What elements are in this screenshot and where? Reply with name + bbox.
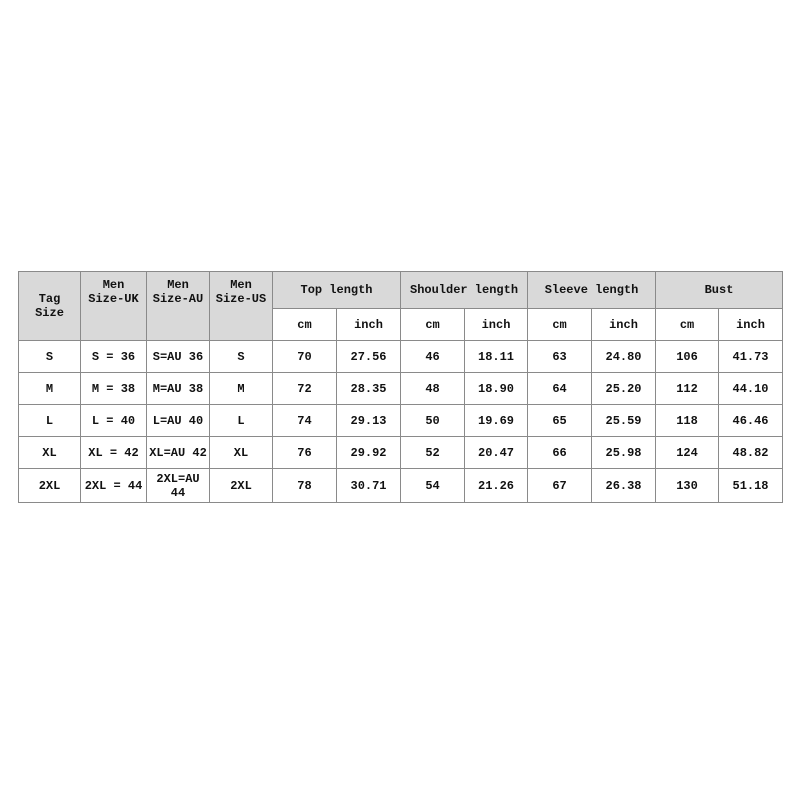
data-cell: 66 (527, 436, 593, 469)
data-cell: 67 (527, 468, 593, 503)
data-cell: XL=AU 42 (146, 436, 210, 469)
data-cell: 21.26 (464, 468, 529, 503)
data-cell: 65 (527, 404, 593, 437)
data-cell: 30.71 (335, 468, 402, 503)
data-cell: 48 (400, 372, 466, 405)
data-cell: 26.38 (591, 468, 657, 503)
data-cell: L (18, 404, 81, 437)
group-header: Bust (655, 271, 784, 309)
data-cell: M=AU 38 (146, 372, 210, 405)
unit-header: inch (335, 308, 402, 341)
data-cell: 52 (400, 436, 466, 469)
data-cell: XL (18, 436, 81, 469)
header-cell: Tag Size (18, 271, 81, 341)
data-cell: 76 (272, 436, 337, 469)
unit-header: cm (400, 308, 466, 341)
unit-header: inch (591, 308, 657, 341)
data-cell: XL (209, 436, 273, 469)
data-cell: 112 (655, 372, 720, 405)
data-cell: 64 (527, 372, 593, 405)
data-cell: 118 (655, 404, 720, 437)
data-cell: 2XL (209, 468, 273, 503)
data-cell: 130 (655, 468, 720, 503)
data-cell: 41.73 (718, 340, 784, 373)
data-cell: 20.47 (464, 436, 529, 469)
unit-header: cm (655, 308, 720, 341)
data-cell: 46 (400, 340, 466, 373)
data-row: 2XL 2XL = 44 2XL=AU 44 2XL 78 30.71 54 21.26 67 2… (18, 468, 784, 503)
data-cell: 78 (272, 468, 337, 503)
data-cell: 25.98 (591, 436, 657, 469)
data-cell: 27.56 (335, 340, 402, 373)
data-cell: L = 40 (80, 404, 147, 437)
data-cell: 2XL=AU 44 (146, 468, 210, 503)
data-cell: M (209, 372, 273, 405)
header-row: Tag Size Men Size-UK Men Size-AU Men Size-U… (18, 271, 784, 341)
data-cell: 51.18 (718, 468, 784, 503)
data-cell: 106 (655, 340, 720, 373)
header-cell: Men Size-UK (80, 271, 147, 341)
data-cell: XL = 42 (80, 436, 147, 469)
data-cell: 18.90 (464, 372, 529, 405)
data-cell: 2XL (18, 468, 81, 503)
data-cell: 28.35 (335, 372, 402, 405)
table-body: Tag Size Men Size-UK Men Size-AU Men Size-U… (18, 271, 784, 503)
data-cell: S=AU 36 (146, 340, 210, 373)
data-cell: L=AU 40 (146, 404, 210, 437)
group-header: Sleeve length (527, 271, 657, 309)
data-cell: M (18, 372, 81, 405)
data-cell: 124 (655, 436, 720, 469)
unit-row: cm inch cm inch cm inch cm inch (19, 308, 784, 341)
unit-header: cm (527, 308, 593, 341)
data-cell: 19.69 (464, 404, 529, 437)
data-cell: 46.46 (718, 404, 784, 437)
header-cell: Men Size-AU (146, 271, 210, 341)
data-cell: S (209, 340, 273, 373)
data-cell: M = 38 (80, 372, 147, 405)
data-row: XL XL = 42 XL=AU 42 XL 76 29.92 52 20.47 66 25.98… (18, 436, 784, 469)
data-cell: 2XL = 44 (80, 468, 147, 503)
data-cell: 18.11 (464, 340, 529, 373)
unit-header: inch (718, 308, 784, 341)
data-cell: 48.82 (718, 436, 784, 469)
unit-header: inch (464, 308, 529, 341)
data-cell: 54 (400, 468, 466, 503)
data-cell: 25.59 (591, 404, 657, 437)
data-cell: 29.13 (335, 404, 402, 437)
data-cell: 72 (272, 372, 337, 405)
data-cell: S (18, 340, 81, 373)
group-header: Top length (271, 271, 402, 309)
data-cell: 63 (527, 340, 593, 373)
data-cell: 70 (272, 340, 337, 373)
data-cell: 24.80 (591, 340, 657, 373)
size-table: Tag Size Men Size-UK Men Size-AU Men Size-U… (18, 271, 784, 503)
data-cell: 74 (272, 404, 337, 437)
data-cell: 29.92 (335, 436, 402, 469)
group-header: Shoulder length (400, 271, 529, 309)
data-cell: S = 36 (80, 340, 147, 373)
data-cell: 44.10 (718, 372, 784, 405)
header-cell: Men Size-US (209, 271, 273, 341)
data-cell: 25.20 (591, 372, 657, 405)
data-cell: L (209, 404, 273, 437)
unit-header: cm (272, 308, 337, 341)
data-cell: 50 (400, 404, 466, 437)
